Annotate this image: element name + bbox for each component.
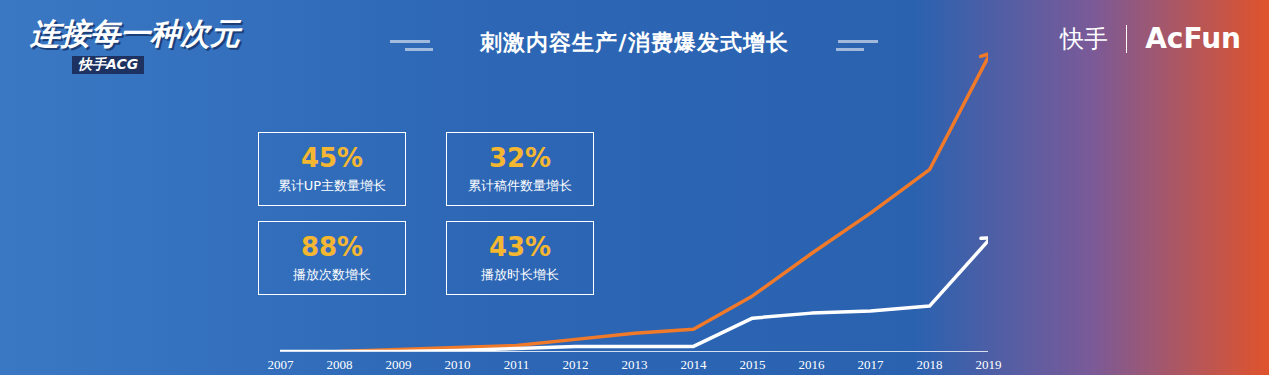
svg-text:2008: 2008 [327, 357, 353, 372]
svg-text:2015: 2015 [740, 357, 766, 372]
svg-text:2016: 2016 [799, 357, 826, 372]
html-text:累计稿件数量增长: 累计稿件数量增长 [468, 178, 572, 193]
html-text:累计UP主数量增长: 累计UP主数量增长 [277, 178, 387, 193]
svg-text:2019: 2019 [976, 357, 1002, 372]
svg-text:2014: 2014 [681, 357, 708, 372]
html-text:刺激内容生产/消费爆发式增长: 刺激内容生产/消费爆发式增长 [480, 30, 789, 55]
html-text:43%: 43% [488, 232, 552, 262]
html-text:连接每一种次元: 连接每一种次元 [30, 16, 240, 51]
svg-text:2007: 2007 [268, 357, 295, 372]
svg-text:2013: 2013 [622, 357, 648, 372]
svg-text:2011: 2011 [504, 357, 530, 372]
svg-text:2009: 2009 [386, 357, 412, 372]
html-text:播放次数增长: 播放次数增长 [293, 267, 371, 282]
html-text:45%: 45% [300, 143, 364, 173]
html-text:快手ACG: 快手ACG [78, 56, 139, 72]
svg-text:2012: 2012 [563, 357, 589, 372]
html-text:快手: 快手 [1060, 24, 1109, 53]
svg-text:2010: 2010 [445, 357, 471, 372]
html-text:88%: 88% [300, 232, 364, 262]
svg-text:2018: 2018 [917, 357, 943, 372]
svg-text:2017: 2017 [858, 357, 885, 372]
html-text:播放时长增长: 播放时长增长 [481, 267, 559, 282]
html-text:AcFun: AcFun [1145, 22, 1241, 55]
html-text:32%: 32% [488, 143, 552, 173]
